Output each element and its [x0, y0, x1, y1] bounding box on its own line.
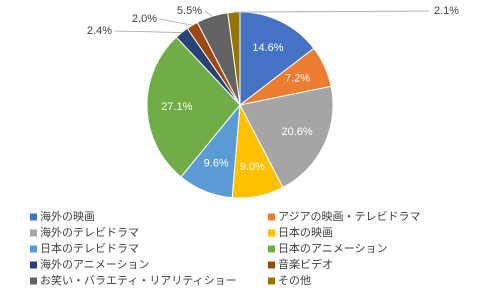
leader-line [114, 30, 182, 33]
legend-label: 音楽ビデオ [278, 257, 333, 271]
legend-label: アジアの映画・テレビドラマ [278, 210, 421, 223]
data-label: 2.1% [434, 5, 459, 17]
data-label: 2.4% [87, 25, 112, 37]
data-label: 27.1% [161, 101, 192, 113]
data-label: 9.6% [204, 157, 229, 169]
pie-slice [239, 85, 334, 189]
legend-label: 日本のテレビドラマ [40, 241, 139, 255]
leader-line [204, 10, 213, 17]
legend-swatch [30, 245, 37, 253]
data-label: 2.0% [132, 13, 157, 25]
legend-label: 海外のテレビドラマ [40, 225, 139, 239]
legend-swatch [268, 213, 275, 221]
legend-swatch [268, 245, 275, 253]
data-label: 5.5% [177, 5, 202, 17]
leader-line [159, 18, 193, 26]
data-label: 14.6% [252, 42, 283, 54]
legend-label: 日本の映画 [278, 225, 333, 239]
legend-swatch [30, 229, 37, 237]
legend-label: 海外の映画 [40, 209, 95, 223]
legend-label: その他 [278, 274, 311, 287]
legend-swatch [30, 213, 37, 221]
legend-swatch [268, 277, 275, 285]
pie-slice [146, 36, 241, 178]
legend-label: お笑い・バラエティ・リアリティショー [40, 273, 237, 287]
leader-line [233, 10, 430, 13]
legend-swatch [268, 229, 275, 237]
legend-label: 海外のアニメーション [40, 257, 150, 271]
data-label: 9.0% [240, 161, 265, 173]
data-label: 20.6% [282, 126, 313, 138]
data-label: 7.2% [285, 73, 310, 85]
legend-label: 日本のアニメーション [278, 241, 388, 255]
legend-swatch [30, 261, 37, 269]
legend-swatch [30, 277, 37, 285]
legend-swatch [268, 261, 275, 269]
